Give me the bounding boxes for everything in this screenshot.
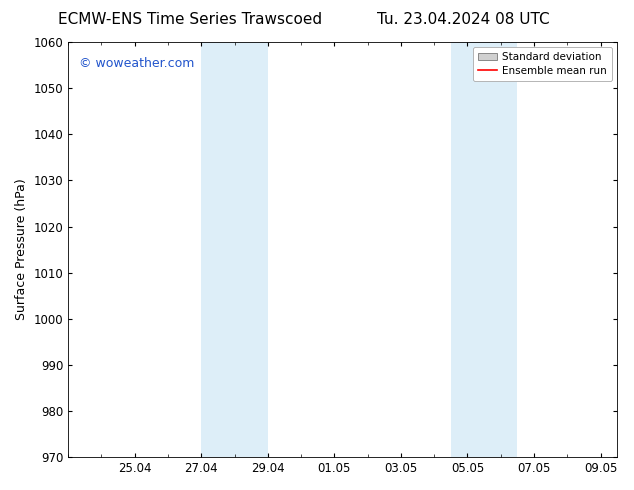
Bar <box>451 42 517 457</box>
Text: © woweather.com: © woweather.com <box>79 56 195 70</box>
Bar <box>201 42 268 457</box>
Legend: Standard deviation, Ensemble mean run: Standard deviation, Ensemble mean run <box>473 47 612 81</box>
Text: ECMW-ENS Time Series Trawscoed: ECMW-ENS Time Series Trawscoed <box>58 12 322 27</box>
Y-axis label: Surface Pressure (hPa): Surface Pressure (hPa) <box>15 179 28 320</box>
Text: Tu. 23.04.2024 08 UTC: Tu. 23.04.2024 08 UTC <box>377 12 549 27</box>
